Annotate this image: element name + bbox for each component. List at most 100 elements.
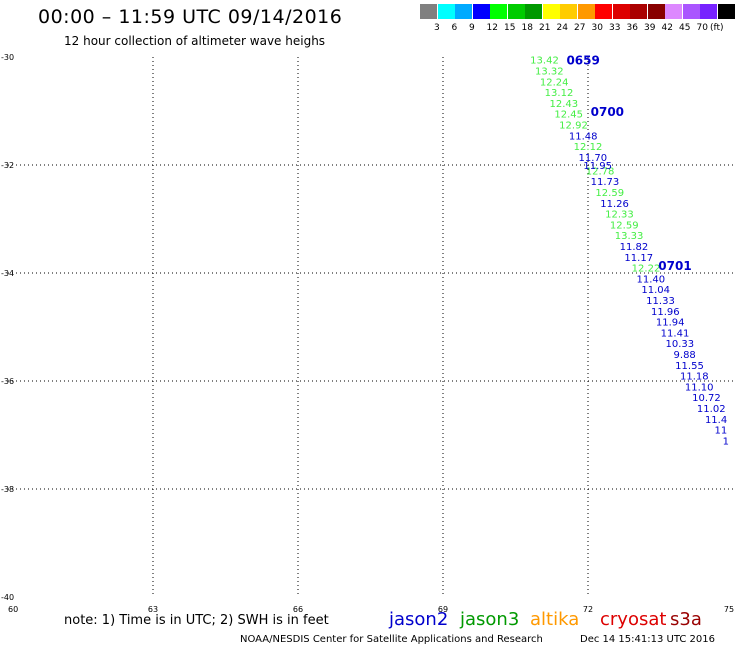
wave-height-label: 11.4 bbox=[705, 415, 727, 426]
grid bbox=[8, 57, 733, 597]
color-scale-swatch bbox=[647, 4, 665, 19]
color-scale-unit: (ft) bbox=[710, 23, 724, 33]
y-tick-label: -36 bbox=[1, 377, 14, 386]
wave-height-label: 11.48 bbox=[569, 131, 598, 142]
series-jason2: 11.4811.7011.9511.7311.2611.8211.1711.40… bbox=[569, 131, 729, 447]
color-scale-swatch bbox=[437, 4, 455, 19]
color-scale-label: 45 bbox=[679, 23, 691, 33]
color-scale-swatch bbox=[595, 4, 612, 19]
color-scale-swatch bbox=[472, 4, 490, 19]
note-text: note: 1) Time is in UTC; 2) SWH is in fe… bbox=[64, 613, 329, 628]
wave-height-label: 11.41 bbox=[661, 328, 690, 339]
color-scale-label: 36 bbox=[626, 23, 638, 33]
color-scale-swatch bbox=[420, 4, 437, 19]
color-scale-swatch bbox=[682, 4, 700, 19]
x-tick-label: 63 bbox=[148, 605, 158, 614]
x-tick-label: 60 bbox=[8, 605, 18, 614]
y-tick-label: -38 bbox=[1, 485, 14, 494]
color-scale-label: 39 bbox=[644, 23, 656, 33]
wave-height-label: 11 bbox=[715, 426, 728, 437]
color-scale-swatch bbox=[717, 4, 735, 19]
wave-height-label: 12.43 bbox=[550, 99, 579, 110]
color-scale-swatch bbox=[665, 4, 682, 19]
wave-height-label: 12.78 bbox=[586, 166, 615, 177]
wave-height-label: 11.18 bbox=[680, 372, 709, 383]
color-scale-label: 30 bbox=[591, 23, 603, 33]
color-scale-swatch bbox=[525, 4, 542, 19]
wave-height-label: 12.45 bbox=[554, 110, 583, 121]
color-scale-label: 3 bbox=[434, 23, 440, 33]
y-tick-label: -40 bbox=[1, 593, 14, 602]
wave-height-label: 12.59 bbox=[610, 220, 639, 231]
color-scale-label: 21 bbox=[539, 23, 551, 33]
legend-s3a: s3a bbox=[670, 609, 702, 630]
color-scale-label: 18 bbox=[521, 23, 533, 33]
color-scale-swatch bbox=[630, 4, 647, 19]
wave-height-label: 12.92 bbox=[559, 121, 588, 132]
color-scale-label: 70 bbox=[696, 23, 708, 33]
wave-height-label: 13.33 bbox=[615, 231, 644, 242]
wave-height-label: 12.12 bbox=[574, 142, 603, 153]
color-scale-label: 27 bbox=[574, 23, 586, 33]
wave-height-label: 13.12 bbox=[545, 88, 574, 99]
color-scale-swatch bbox=[507, 4, 525, 19]
legend-cryosat: cryosat bbox=[600, 609, 667, 630]
color-scale-label: 33 bbox=[609, 23, 621, 33]
color-scale-swatch bbox=[612, 4, 630, 19]
wave-height-label: 11.33 bbox=[646, 296, 675, 307]
color-scale-label: 24 bbox=[556, 23, 568, 33]
wave-height-label: 11.26 bbox=[600, 199, 629, 210]
x-tick-label: 72 bbox=[583, 605, 593, 614]
chart-title: 00:00 – 11:59 UTC 09/14/2016 bbox=[38, 6, 343, 28]
legend-altika: altika bbox=[530, 609, 580, 630]
x-tick-label: 66 bbox=[293, 605, 303, 614]
wave-height-label: 9.88 bbox=[674, 350, 696, 361]
wave-height-label: 11.73 bbox=[591, 177, 620, 188]
y-tick-label: -34 bbox=[1, 269, 14, 278]
wave-height-label: 11.94 bbox=[656, 318, 685, 329]
wave-height-label: 10.33 bbox=[666, 339, 695, 350]
wave-height-label: 11.96 bbox=[651, 307, 680, 318]
time-label: 0701 bbox=[658, 259, 691, 273]
color-scale-label: 12 bbox=[486, 23, 498, 33]
color-scale-label: 15 bbox=[504, 23, 516, 33]
wave-height-label: 11.04 bbox=[641, 285, 670, 296]
wave-height-label: 13.32 bbox=[535, 67, 564, 78]
wave-height-label: 10.72 bbox=[692, 393, 721, 404]
wave-height-label: 11.10 bbox=[685, 382, 714, 393]
wave-height-label: 11.02 bbox=[697, 404, 726, 415]
color-scale-swatch bbox=[490, 4, 507, 19]
color-scale-swatch bbox=[700, 4, 717, 19]
y-tick-label: -30 bbox=[1, 53, 14, 62]
color-scale-label: 6 bbox=[451, 23, 458, 33]
time-labels: 0659 0700 0701 bbox=[566, 54, 691, 273]
credit-text: NOAA/NESDIS Center for Satellite Applica… bbox=[240, 634, 543, 645]
x-tick-label: 69 bbox=[438, 605, 448, 614]
chart-subtitle: 12 hour collection of altimeter wave hei… bbox=[64, 34, 326, 48]
color-scale-swatch bbox=[542, 4, 560, 19]
wave-height-label: 11.40 bbox=[637, 274, 666, 285]
legend-jason3: jason3 bbox=[460, 609, 520, 630]
wave-height-label: 11.70 bbox=[579, 153, 608, 164]
wave-height-label: 11.55 bbox=[675, 361, 704, 372]
wave-height-label: 12.33 bbox=[605, 210, 634, 221]
wave-height-label: 13.42 bbox=[530, 56, 559, 67]
time-label: 0700 bbox=[591, 105, 624, 119]
wave-height-label: 12.22 bbox=[632, 264, 661, 275]
y-tick-label: -32 bbox=[1, 161, 14, 170]
wave-height-label: 12.59 bbox=[595, 188, 624, 199]
color-scale-swatch bbox=[577, 4, 595, 19]
legend-jason2: jason2 bbox=[389, 609, 449, 630]
x-axis-ticks: 60 63 66 69 72 75 bbox=[8, 605, 734, 614]
wave-height-label: 11.82 bbox=[620, 242, 649, 253]
wave-height-label: 11.17 bbox=[624, 253, 653, 264]
wave-height-label: 11.95 bbox=[583, 161, 612, 172]
time-label: 0659 bbox=[566, 54, 599, 68]
wave-height-label: 12.24 bbox=[540, 77, 569, 88]
x-tick-label: 75 bbox=[724, 605, 734, 614]
color-scale-swatch bbox=[560, 4, 577, 19]
color-scale-swatch bbox=[455, 4, 472, 19]
